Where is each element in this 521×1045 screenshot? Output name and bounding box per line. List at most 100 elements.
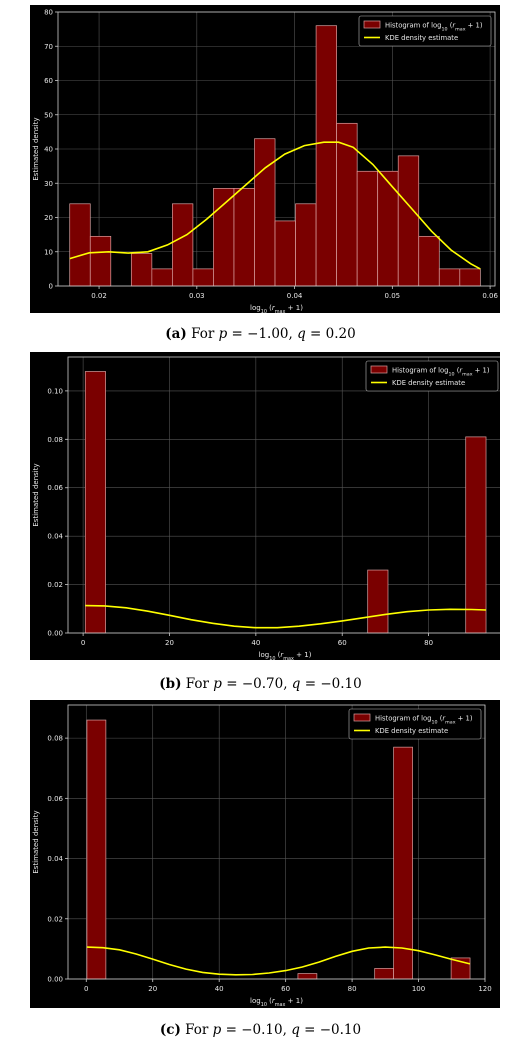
x-tick-label: 20 (165, 639, 174, 647)
legend: Histogram of log10 (rmax + 1)KDE density… (348, 708, 482, 740)
legend-hist-swatch (363, 20, 381, 29)
caption-c-p: p (212, 1022, 222, 1038)
histogram-bar (213, 188, 235, 287)
caption-a-p: p (218, 326, 228, 342)
caption-c-letter: (c) (159, 1022, 181, 1038)
legend-box (365, 360, 499, 392)
chart-panel-a: 0.02 0.03 0.04 0.05 0.06 0 10 20 30 40 50 60 70 80 log… (30, 5, 500, 313)
histogram-bar (418, 235, 440, 287)
caption-b-letter: (b) (159, 676, 182, 692)
x-tick-label: 0.06 (482, 292, 498, 300)
caption-a-letter: (a) (165, 326, 187, 342)
y-tick-label: 0.00 (47, 630, 63, 638)
legend-hist-label: Histogram of log10 (rmax + 1) (375, 715, 473, 726)
histogram-bar (315, 25, 337, 287)
y-tick-label: 0.02 (47, 581, 63, 589)
x-tick-label: 100 (412, 985, 425, 993)
chart-a: 0.02 0.03 0.04 0.05 0.06 0 10 20 30 40 50 60 70 80 log… (32, 9, 498, 314)
y-tick-label: 10 (44, 248, 53, 256)
histogram-bar (356, 170, 379, 287)
histogram-bar (297, 973, 318, 980)
histogram-bar (438, 268, 461, 287)
histogram-bar (465, 436, 487, 634)
axes-frame (67, 704, 486, 980)
caption-c-q: q (291, 1022, 300, 1038)
y-tick-label: 60 (44, 77, 53, 85)
caption-c: (c) For p = −0.10, q = −0.10 (0, 1022, 521, 1038)
legend: Histogram of log10 (rmax + 1)KDE density… (365, 360, 499, 392)
x-tick-label: 40 (215, 985, 224, 993)
y-tick-label: 0.02 (47, 915, 63, 923)
histogram-bar (397, 155, 420, 287)
y-axis-label: Estimated density (32, 117, 40, 180)
legend-kde-label: KDE density estimate (375, 727, 448, 735)
x-axis-label: log10 (rmax + 1) (250, 304, 303, 313)
kde-line (69, 141, 481, 270)
caption-b-p-value: = −0.70, (221, 676, 292, 692)
histogram-bar (192, 268, 214, 287)
caption-c-for: For (180, 1022, 213, 1038)
caption-a-q-value: = 0.20 (305, 326, 356, 342)
y-tick-label: 40 (44, 146, 53, 154)
histogram-bar (393, 746, 413, 980)
x-tick-label: 0 (81, 639, 85, 647)
histogram-bar (233, 188, 255, 287)
x-axis-label: log10 (rmax + 1) (250, 997, 303, 1008)
y-tick-label: 0.08 (47, 436, 63, 444)
histogram-bar (374, 968, 394, 980)
x-axis-label: log10 (rmax + 1) (259, 651, 312, 662)
kde-line (85, 604, 487, 629)
histogram-bar (172, 203, 194, 287)
histogram-bar (86, 719, 107, 980)
y-tick-label: 30 (44, 180, 53, 188)
histogram-bar (367, 569, 389, 634)
chart-panel-c: 0 20 40 60 80 100 120 0.00 0.02 0.04 0.06 0.08 log10… (30, 700, 500, 1008)
histogram-bar (377, 170, 399, 287)
kde-line (86, 946, 471, 976)
histogram-bar (84, 371, 106, 634)
y-axis-label: Estimated density (32, 810, 40, 873)
legend-kde-label: KDE density estimate (385, 34, 458, 42)
y-tick-label: 0.06 (47, 795, 63, 803)
legend-hist-label: Histogram of log10 (rmax + 1) (392, 367, 490, 378)
caption-a-q: q (297, 326, 306, 342)
caption-b-q: q (291, 676, 301, 692)
x-tick-label: 60 (281, 985, 290, 993)
y-tick-label: 0.04 (47, 855, 63, 863)
histogram-bar (151, 268, 173, 287)
y-tick-label: 70 (44, 43, 53, 51)
y-tick-label: 20 (44, 214, 53, 222)
x-tick-label: 0.03 (189, 292, 205, 300)
histogram-bar (274, 220, 296, 287)
caption-c-q-value: = −0.10 (299, 1022, 362, 1038)
histogram-bar (295, 203, 317, 287)
histogram-bar (69, 203, 91, 287)
y-tick-label: 50 (44, 111, 53, 119)
caption-b: (b) For p = −0.70, q = −0.10 (0, 676, 521, 692)
y-tick-label: 80 (44, 9, 53, 17)
caption-b-q-value: = −0.10 (300, 676, 362, 692)
x-tick-label: 20 (148, 985, 157, 993)
y-tick-label: 0.10 (47, 387, 63, 395)
caption-a-for: For (186, 326, 219, 342)
histogram-bar (459, 268, 481, 287)
y-tick-label: 0.04 (47, 533, 63, 541)
histogram-bar (254, 138, 276, 287)
y-tick-label: 0.00 (47, 976, 63, 984)
histogram-bar (89, 235, 112, 287)
legend-hist-swatch (370, 365, 388, 374)
histogram-bar (130, 253, 153, 287)
caption-c-p-value: = −0.10, (221, 1022, 292, 1038)
x-tick-label: 60 (338, 639, 347, 647)
x-tick-label: 0.05 (385, 292, 401, 300)
x-tick-label: 40 (251, 639, 260, 647)
legend-box (348, 708, 482, 740)
x-tick-label: 0.02 (91, 292, 107, 300)
y-tick-label: 0.08 (47, 735, 63, 743)
legend-kde-label: KDE density estimate (392, 379, 465, 387)
legend-box (358, 15, 492, 47)
x-tick-label: 120 (478, 985, 491, 993)
x-tick-label: 0 (84, 985, 88, 993)
caption-b-p: p (213, 676, 222, 692)
chart-b: 0 20 40 60 80 0.00 0.02 0.04 0.06 0.08 0.10 log10 (… (32, 356, 500, 662)
